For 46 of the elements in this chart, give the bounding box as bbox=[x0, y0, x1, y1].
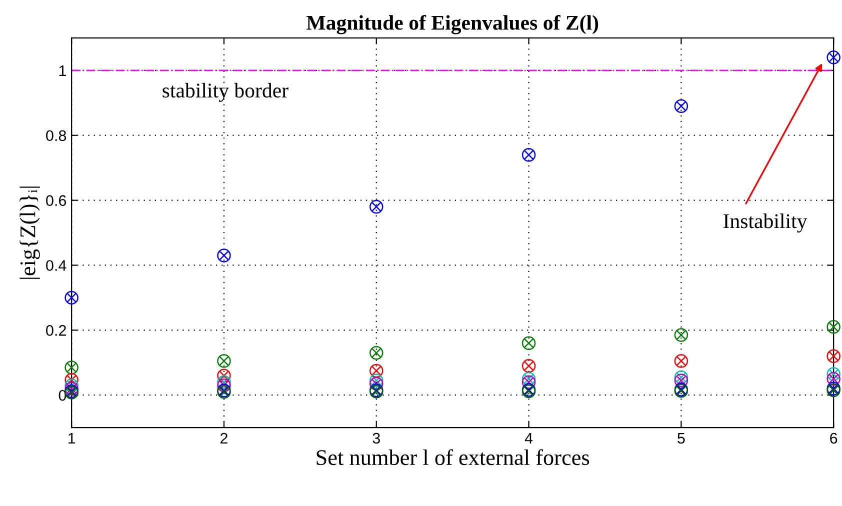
point bbox=[370, 376, 384, 391]
point bbox=[522, 372, 536, 386]
chart-title: Magnitude of Eigenvalues of Z(l) bbox=[306, 14, 598, 34]
y-tick-label: 0.4 bbox=[46, 260, 66, 271]
point bbox=[674, 370, 688, 384]
point bbox=[370, 364, 384, 378]
point bbox=[522, 148, 536, 162]
point bbox=[826, 50, 840, 64]
x-axis-title: Set number l of external forces bbox=[316, 449, 590, 466]
point bbox=[217, 368, 231, 382]
point bbox=[826, 367, 840, 381]
y-tick-label: 0.8 bbox=[46, 130, 66, 142]
point bbox=[370, 200, 384, 214]
point bbox=[826, 349, 840, 364]
point bbox=[217, 354, 231, 368]
point bbox=[370, 374, 384, 388]
point bbox=[217, 375, 231, 389]
point bbox=[217, 248, 231, 262]
y-tick-label: 0.2 bbox=[46, 325, 66, 336]
x-tick-label: 3 bbox=[372, 432, 380, 444]
point bbox=[64, 360, 78, 374]
x-tick-label: 4 bbox=[524, 432, 533, 444]
point bbox=[674, 328, 688, 342]
point bbox=[674, 354, 688, 368]
point bbox=[370, 346, 384, 360]
x-tick-label: 6 bbox=[830, 432, 838, 444]
point bbox=[826, 372, 840, 386]
ref-line-label: stability border bbox=[162, 82, 288, 102]
x-tick-label: 1 bbox=[68, 432, 76, 444]
y-tick-label: 1 bbox=[59, 65, 66, 76]
point bbox=[674, 99, 688, 114]
annotation: Instability bbox=[724, 214, 808, 232]
point bbox=[674, 374, 688, 388]
point bbox=[64, 378, 78, 392]
point bbox=[217, 378, 231, 392]
x-tick-label: 2 bbox=[220, 432, 228, 444]
point bbox=[64, 372, 78, 387]
point bbox=[522, 336, 536, 350]
point bbox=[64, 290, 78, 305]
y-tick-label: 0.6 bbox=[46, 195, 66, 206]
y-axis-title: |eig{Z(l)}ᵢ| bbox=[20, 186, 40, 279]
x-tick-label: 5 bbox=[678, 432, 685, 444]
point bbox=[522, 359, 536, 373]
point bbox=[64, 382, 78, 396]
point bbox=[826, 320, 840, 334]
point bbox=[522, 375, 536, 389]
